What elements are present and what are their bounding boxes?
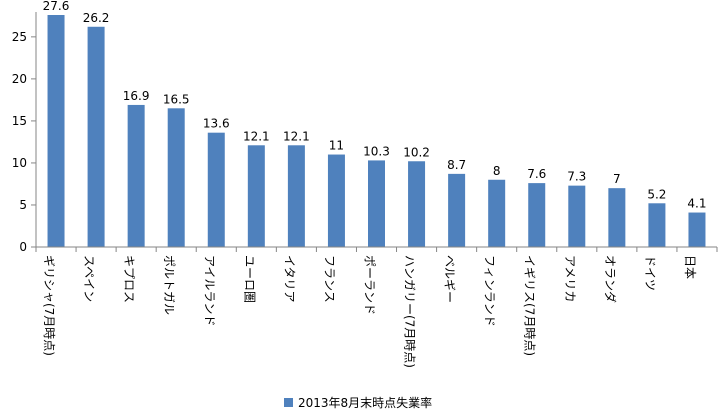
data-label: 12.1 [243, 129, 270, 143]
y-axis-ticks: 0 5 10 15 20 25 [12, 30, 36, 254]
category-label: ハンガリー(7月時点) [403, 255, 417, 368]
data-label: 13.6 [203, 117, 230, 131]
data-label: 11 [329, 139, 344, 153]
category-label: オランダ [603, 255, 618, 303]
y-tick-label: 20 [12, 72, 27, 86]
category-label: ポーランド [363, 255, 377, 315]
y-tick-label: 25 [12, 30, 27, 44]
data-label: 10.2 [403, 145, 430, 159]
bar [488, 179, 506, 247]
bar [408, 161, 426, 247]
bar [127, 104, 145, 247]
legend-swatch [284, 397, 293, 407]
data-label: 12.1 [283, 129, 310, 143]
category-label: ベルギー [443, 255, 457, 303]
data-label: 10.3 [363, 144, 390, 158]
y-tick-label: 5 [19, 198, 27, 212]
bar [247, 145, 265, 247]
category-label: スペイン [82, 255, 96, 302]
y-tick-label: 0 [19, 240, 27, 254]
category-label: ドイツ [643, 255, 657, 291]
bar [368, 160, 385, 247]
bars [47, 15, 706, 248]
legend-label: 2013年8月末時点失業率 [298, 395, 433, 410]
x-axis-ticks [35, 247, 718, 252]
data-label: 7.6 [527, 167, 546, 181]
category-labels: ギリシャ(7月時点) スペイン キプロス ポルトガル アイルランド ユーロ圏 イタリア フラン… [42, 255, 697, 368]
category-label: 日本 [683, 255, 697, 279]
bar [287, 145, 305, 247]
bar [528, 183, 546, 247]
data-label: 26.2 [83, 11, 110, 25]
category-label: フィンランド [483, 255, 497, 327]
data-label: 7.3 [567, 170, 586, 184]
bar [47, 15, 65, 247]
category-label: ユーロ圏 [242, 255, 256, 303]
category-label: アイルランド [202, 255, 216, 326]
legend: 2013年8月末時点失業率 [284, 394, 432, 410]
data-label: 27.6 [43, 0, 70, 13]
category-label: ギリシャ(7月時点) [42, 255, 56, 356]
data-label: 5.2 [647, 187, 666, 201]
data-labels: 27.6 26.2 16.9 16.5 13.6 12.1 12.1 11 10.3 10.2 8.… [43, 0, 707, 211]
bar [207, 132, 225, 247]
bar [327, 154, 345, 247]
y-tick-label: 10 [12, 156, 27, 170]
y-tick-label: 15 [12, 114, 27, 128]
data-label: 16.9 [123, 89, 150, 103]
category-label: フランス [322, 255, 336, 303]
bar [648, 203, 666, 247]
bar [568, 185, 586, 247]
category-label: イギリス(7月時点) [523, 255, 537, 356]
category-label: ポルトガル [162, 255, 176, 315]
category-label: キプロス [122, 255, 136, 303]
category-label: イタリア [282, 255, 296, 303]
data-label: 16.5 [163, 92, 190, 106]
data-label: 7 [613, 172, 621, 186]
bar [608, 188, 626, 247]
category-label: アメリカ [563, 255, 577, 302]
data-label: 8 [493, 164, 501, 178]
data-label: 4.1 [687, 197, 706, 211]
data-label: 8.7 [447, 158, 466, 172]
bar [688, 212, 706, 247]
bar [448, 173, 466, 247]
bar [87, 26, 105, 248]
bar [167, 108, 185, 247]
